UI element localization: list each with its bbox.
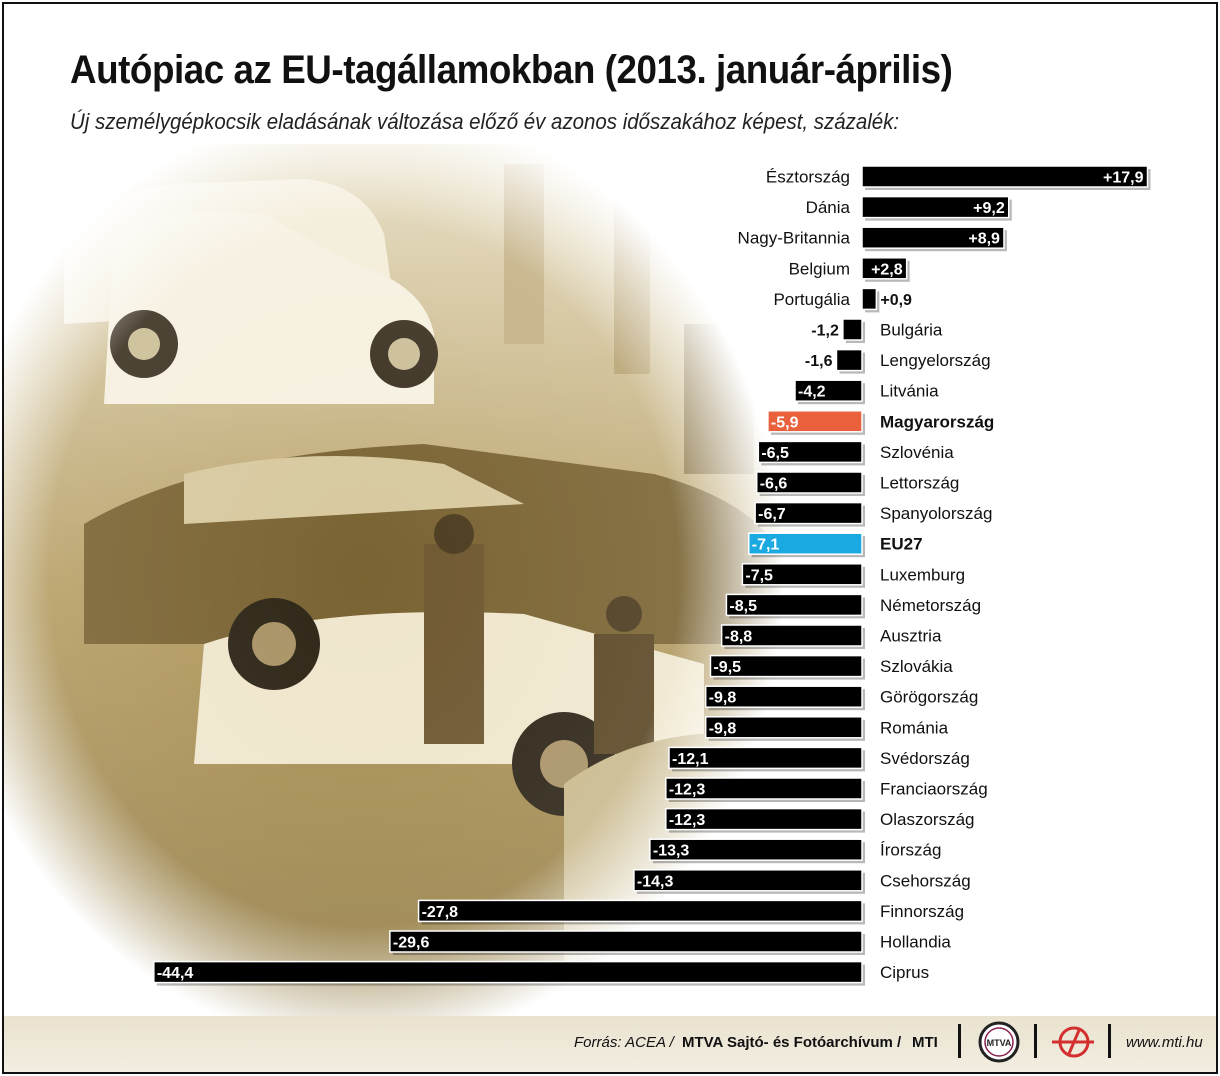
bars-group: +17,9 Észtország +9,2 Dánia +8,9 Nagy-Britann… [153, 165, 1149, 984]
category-label: Portugália [773, 290, 850, 309]
category-label: Lengyelország [880, 351, 991, 370]
category-label: Szlovákia [880, 657, 953, 676]
value-label: -9,8 [709, 720, 737, 737]
source-label: Forrás: ACEA / [574, 1034, 674, 1051]
bar [725, 593, 863, 617]
category-label: Finnország [880, 902, 964, 921]
mti-logo-icon [1052, 1026, 1094, 1058]
value-label: -7,5 [745, 567, 773, 584]
footer-separator [1034, 1024, 1037, 1058]
value-label: +2,8 [871, 261, 903, 278]
category-label: Ciprus [880, 963, 929, 982]
value-label: -13,3 [653, 843, 690, 860]
category-label: Spanyolország [880, 504, 992, 523]
logo-text: MTVA [987, 1038, 1012, 1048]
bar [861, 257, 908, 280]
value-label: -6,6 [760, 476, 788, 493]
bar-chart: +17,9 Észtország +9,2 Dánia +8,9 Nagy-Britann… [153, 165, 1151, 986]
category-label: Írország [880, 841, 941, 860]
category-label: Franciaország [880, 780, 988, 799]
category-label: Magyarország [880, 412, 994, 431]
category-label: Nagy-Britannia [738, 229, 851, 248]
bar [704, 685, 863, 708]
value-label: -14,3 [637, 873, 674, 890]
value-label: -12,3 [669, 782, 706, 799]
chart-title: Autópiac az EU-tagállamokban (2013. janu… [70, 48, 953, 92]
bar [704, 716, 863, 739]
category-label: Románia [880, 718, 949, 737]
bar [633, 869, 863, 892]
bar [861, 165, 1149, 188]
value-label: +9,2 [973, 200, 1005, 217]
value-label: -8,5 [729, 598, 757, 615]
bar [709, 654, 863, 678]
bar [835, 348, 863, 372]
source-archive: MTVA Sajtó- és Fotóarchívum / [682, 1034, 902, 1051]
category-label: Olaszország [880, 810, 974, 829]
category-label: Svédország [880, 749, 970, 768]
bar [842, 318, 863, 341]
bar [665, 777, 863, 800]
category-label: Lettország [880, 474, 959, 493]
value-label: -12,1 [672, 751, 709, 768]
value-label: -6,5 [761, 445, 789, 462]
chart-subtitle: Új személygépkocsik eladásának változása… [70, 109, 900, 134]
bar [794, 379, 863, 402]
value-label: +8,9 [968, 231, 1000, 248]
bar [720, 624, 863, 647]
category-label: Hollandia [880, 933, 951, 952]
bar [668, 746, 863, 770]
category-label: Németország [880, 596, 981, 615]
category-label: Bulgária [880, 321, 943, 340]
category-label: Luxemburg [880, 565, 965, 584]
bar [417, 899, 863, 923]
value-label: -29,6 [393, 935, 430, 952]
value-label: -12,3 [669, 812, 706, 829]
bar [757, 440, 863, 464]
value-label: -4,2 [798, 384, 826, 401]
footer-separator [958, 1024, 961, 1058]
bar [767, 410, 863, 433]
bar [153, 960, 863, 984]
category-label: Szlovénia [880, 443, 954, 462]
category-label: Észtország [766, 168, 850, 187]
value-label: -1,6 [805, 353, 833, 370]
value-label: -9,5 [713, 659, 741, 676]
source-mti: MTI [912, 1034, 938, 1051]
bar [748, 532, 863, 555]
category-label: Csehország [880, 871, 971, 890]
bar-shadows [156, 169, 1151, 986]
value-label: -9,8 [709, 690, 737, 707]
value-label: -7,1 [752, 537, 780, 554]
bar [861, 195, 1010, 219]
bar [861, 226, 1005, 249]
category-label: Ausztria [880, 627, 942, 646]
category-label: Belgium [789, 259, 850, 278]
bar [755, 471, 863, 494]
footer-separator [1108, 1024, 1111, 1058]
value-label: -27,8 [422, 904, 459, 921]
bar [389, 930, 863, 953]
bar [754, 501, 863, 525]
background-photo [4, 144, 824, 1044]
value-label: +0,9 [880, 292, 912, 309]
category-label: Görögország [880, 688, 978, 707]
bar [665, 807, 863, 831]
bar [649, 838, 863, 861]
website-link[interactable]: www.mti.hu [1126, 1034, 1203, 1051]
value-label: +17,9 [1103, 170, 1144, 187]
mtva-logo-icon: MTVA [978, 1021, 1020, 1063]
category-label: EU27 [880, 535, 923, 554]
value-label: -6,7 [758, 506, 786, 523]
value-label: -5,9 [771, 414, 799, 431]
bar [741, 563, 863, 586]
value-label: -1,2 [811, 323, 839, 340]
bar [861, 287, 878, 311]
value-label: -8,8 [725, 629, 753, 646]
value-label: -44,4 [157, 965, 194, 982]
category-label: Litvánia [880, 382, 939, 401]
category-label: Dánia [806, 198, 851, 217]
